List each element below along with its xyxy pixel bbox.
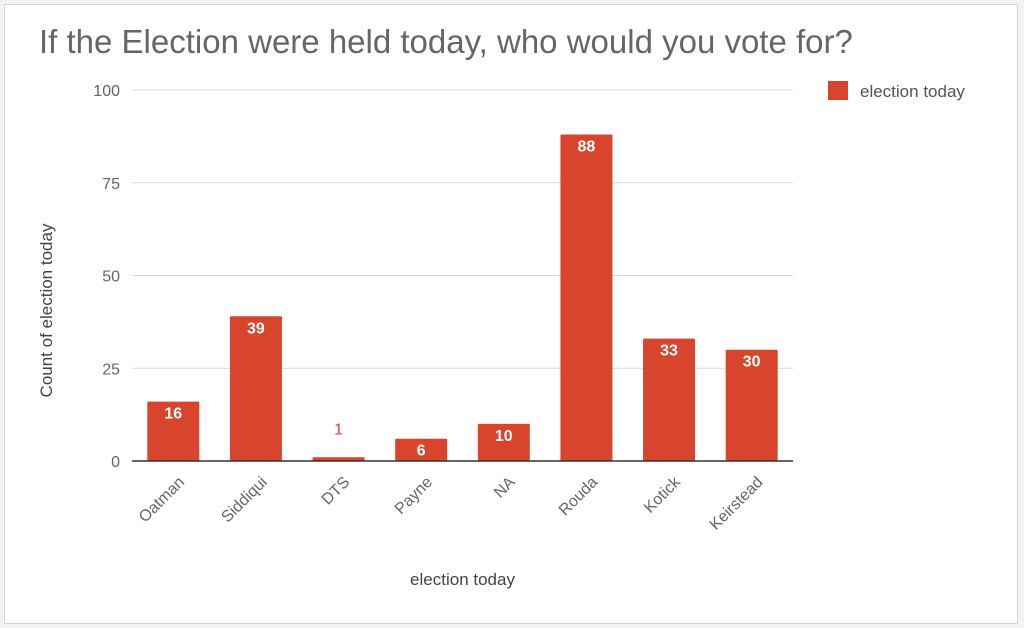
bar [560, 134, 613, 461]
x-tick-label: Rouda [556, 474, 601, 519]
y-tick-label: 25 [102, 361, 120, 378]
x-tick-label: Kotick [641, 473, 685, 517]
bar [477, 423, 530, 461]
chart-card: If the Election were held today, who wou… [4, 4, 1018, 624]
data-label: 30 [743, 354, 761, 371]
data-label: 39 [247, 320, 265, 337]
x-tick-label: NA [491, 474, 519, 502]
x-tick-label: Siddiqui [218, 474, 270, 526]
x-axis-title: election today [410, 570, 515, 589]
bar [312, 457, 365, 461]
x-tick-label: Oatman [136, 474, 188, 526]
y-tick-label: 100 [93, 83, 120, 100]
y-tick-label: 0 [111, 454, 120, 471]
y-tick-label: 75 [102, 176, 120, 193]
data-label: 1 [334, 421, 343, 438]
bar [643, 338, 696, 461]
y-tick-label: 50 [102, 269, 120, 286]
data-label: 6 [417, 443, 426, 460]
x-tick-label: Payne [392, 474, 436, 518]
chart-title: If the Election were held today, who wou… [39, 23, 853, 60]
bar [229, 316, 282, 461]
legend-swatch [828, 81, 848, 100]
data-label: 88 [578, 139, 596, 156]
y-axis-title: Count of election today [37, 223, 56, 397]
x-tick-label: DTS [319, 474, 354, 509]
bar [395, 438, 448, 461]
data-label: 10 [495, 428, 513, 445]
data-label: 16 [164, 406, 182, 423]
data-label: 33 [660, 343, 678, 360]
x-tick-label: Keirstead [707, 474, 767, 534]
bar [147, 401, 200, 461]
bar [725, 349, 778, 461]
legend-label: election today [860, 82, 965, 101]
